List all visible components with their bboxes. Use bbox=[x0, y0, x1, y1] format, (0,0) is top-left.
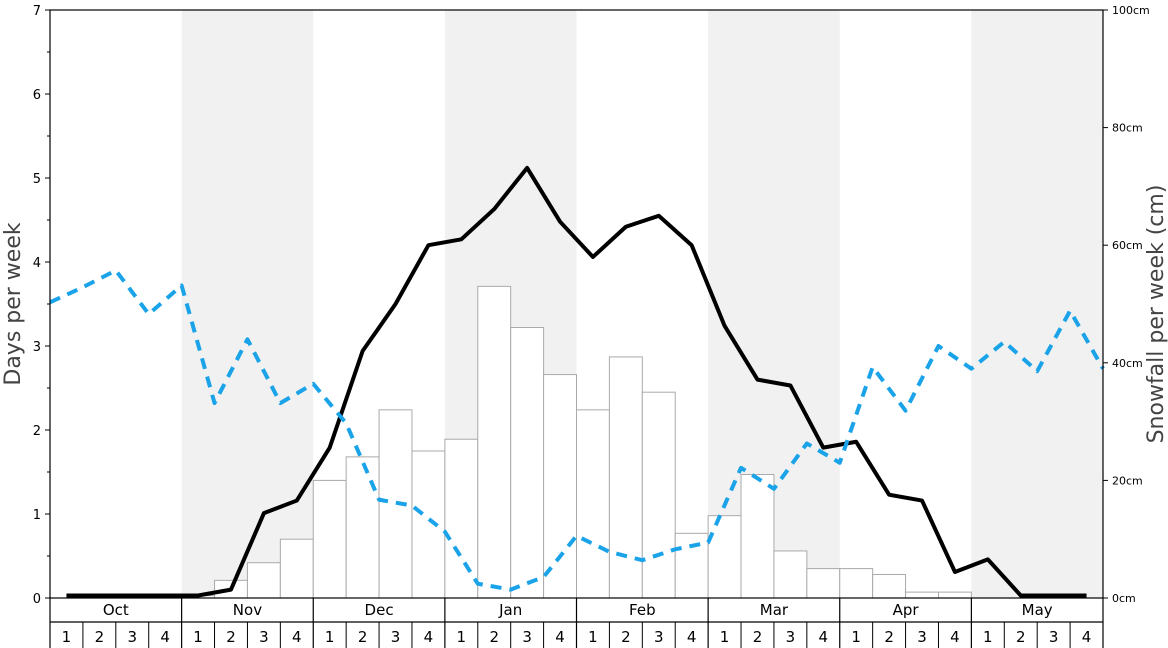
snowfall-bar bbox=[740, 474, 775, 599]
week-label: 1 bbox=[588, 628, 598, 646]
week-label: 4 bbox=[292, 628, 302, 646]
snowfall-bar bbox=[543, 374, 577, 599]
month-label: Feb bbox=[629, 601, 656, 619]
week-label: 3 bbox=[127, 628, 137, 646]
snowfall-bar bbox=[773, 550, 808, 599]
week-label: 4 bbox=[1082, 628, 1092, 646]
week-label: 1 bbox=[62, 628, 72, 646]
snowfall-bar bbox=[608, 356, 643, 599]
week-label: 3 bbox=[786, 628, 796, 646]
month-label: Dec bbox=[365, 601, 394, 619]
week-label: 2 bbox=[753, 628, 763, 646]
right-tick-label: 40cm bbox=[1112, 357, 1143, 370]
snowfall-bar bbox=[937, 591, 972, 599]
week-label: 4 bbox=[160, 628, 170, 646]
week-label: 1 bbox=[851, 628, 861, 646]
week-label: 3 bbox=[259, 628, 269, 646]
week-label: 4 bbox=[819, 628, 829, 646]
snowfall-bar bbox=[411, 450, 446, 599]
solid-series-line bbox=[66, 165, 1087, 598]
week-label: 2 bbox=[95, 628, 105, 646]
right-tick-label: 100cm bbox=[1112, 4, 1150, 17]
month-shade-nov bbox=[181, 10, 314, 598]
week-label: 2 bbox=[621, 628, 631, 646]
right-tick-label: 20cm bbox=[1112, 474, 1143, 487]
snowfall-bar bbox=[905, 591, 939, 599]
right-tick-label: 0cm bbox=[1112, 592, 1136, 605]
dashed-series-line bbox=[49, 268, 1105, 592]
week-label: 2 bbox=[358, 628, 368, 646]
week-label: 1 bbox=[720, 628, 730, 646]
week-label: 1 bbox=[193, 628, 203, 646]
snowfall-bar bbox=[641, 391, 676, 599]
left-tick-label: 5 bbox=[33, 172, 41, 187]
week-label: 2 bbox=[226, 628, 236, 646]
snowfall-bar bbox=[345, 456, 380, 599]
left-tick-label: 1 bbox=[33, 508, 41, 523]
left-axis-label: Days per week bbox=[1, 222, 26, 385]
week-label: 2 bbox=[1016, 628, 1026, 646]
snowfall-bar bbox=[312, 479, 347, 599]
right-axis-label: Snowfall per week (cm) bbox=[1144, 185, 1168, 444]
week-label: 2 bbox=[489, 628, 499, 646]
week-label: 3 bbox=[522, 628, 532, 646]
month-shade-may bbox=[971, 10, 1103, 598]
snowfall-bar bbox=[444, 438, 479, 599]
month-label: Apr bbox=[893, 601, 920, 619]
week-label: 4 bbox=[950, 628, 960, 646]
snowfall-bar bbox=[674, 532, 709, 599]
snowfall-bar bbox=[510, 327, 545, 599]
right-tick-label: 60cm bbox=[1112, 239, 1143, 252]
week-label: 1 bbox=[457, 628, 467, 646]
left-tick-label: 2 bbox=[33, 424, 41, 439]
snowfall-bar bbox=[806, 568, 841, 599]
snowfall-bar bbox=[477, 285, 512, 599]
snowfall-bar bbox=[707, 515, 742, 599]
snowfall-bar bbox=[576, 409, 610, 599]
month-label: Oct bbox=[103, 601, 129, 619]
left-tick-label: 0 bbox=[33, 592, 41, 607]
week-label: 3 bbox=[917, 628, 927, 646]
week-label: 1 bbox=[983, 628, 993, 646]
snowfall-bar bbox=[279, 538, 314, 599]
snowfall-bar bbox=[872, 573, 907, 599]
month-label: Nov bbox=[233, 601, 262, 619]
month-label: Jan bbox=[498, 601, 522, 619]
week-label: 3 bbox=[391, 628, 401, 646]
left-tick-label: 7 bbox=[33, 4, 41, 19]
month-label: May bbox=[1022, 601, 1053, 619]
snowfall-bar bbox=[246, 562, 281, 599]
week-label: 3 bbox=[1049, 628, 1059, 646]
month-label: Mar bbox=[760, 601, 789, 619]
week-label: 3 bbox=[654, 628, 664, 646]
week-label: 4 bbox=[555, 628, 565, 646]
week-label: 4 bbox=[687, 628, 697, 646]
right-tick-label: 80cm bbox=[1112, 122, 1143, 135]
snowfall-bar bbox=[839, 568, 874, 599]
left-tick-label: 3 bbox=[33, 340, 41, 355]
snowfall-bar bbox=[378, 409, 413, 599]
week-label: 4 bbox=[424, 628, 434, 646]
left-tick-label: 4 bbox=[33, 256, 41, 271]
week-label: 1 bbox=[325, 628, 335, 646]
left-tick-label: 6 bbox=[33, 88, 41, 103]
week-label: 2 bbox=[884, 628, 894, 646]
